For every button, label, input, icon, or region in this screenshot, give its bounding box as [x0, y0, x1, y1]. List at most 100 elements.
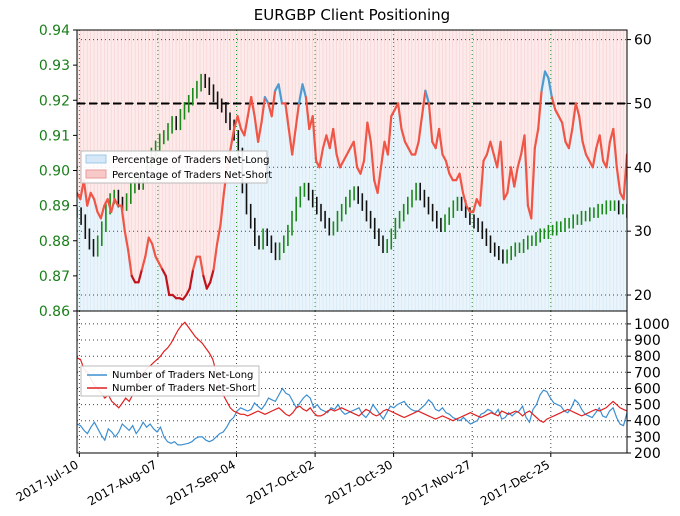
- net-short-line-segment: [461, 191, 468, 207]
- price-tick-label: 0.90: [39, 164, 70, 180]
- net-short-line-segment: [311, 115, 318, 162]
- net-short-line-segment: [379, 140, 386, 169]
- net-short-line-segment: [540, 70, 547, 92]
- count-net-long-line: [77, 387, 627, 446]
- count-tick-label: 600: [634, 381, 661, 397]
- net-short-line-segment: [485, 140, 492, 156]
- net-short-line-segment: [157, 262, 164, 271]
- net-short-line-segment: [584, 153, 591, 162]
- net-short-line-segment: [246, 95, 253, 118]
- net-short-line-segment: [291, 127, 297, 156]
- net-short-line-segment: [506, 166, 512, 194]
- net-short-line-segment: [482, 153, 488, 162]
- count-tick-label: 700: [634, 365, 661, 381]
- legend-label-net-short: Percentage of Traders Net-Short: [112, 170, 272, 181]
- net-short-line-segment: [110, 198, 116, 214]
- date-axis-ticks: 2017-Jul-10 2017-Aug-07 2017-Sep-04 2017-Oc…: [14, 453, 552, 508]
- net-short-line-segment: [260, 95, 266, 124]
- price-tick-label: 0.91: [39, 128, 70, 144]
- date-tick-label: 2017-Dec-25: [478, 457, 552, 508]
- price-tick-label: 0.93: [39, 58, 70, 74]
- net-short-line-segment: [192, 255, 198, 271]
- count-tick-label: 800: [634, 349, 661, 365]
- percent-tick-label: 60: [634, 33, 652, 49]
- percentage-series: [77, 70, 627, 301]
- net-short-line-segment: [554, 108, 560, 118]
- net-short-line-segment: [338, 159, 345, 169]
- net-long-band: [77, 71, 627, 311]
- count-tick-label: 1000: [634, 317, 670, 333]
- net-short-line-segment: [345, 147, 352, 156]
- net-short-line-segment: [530, 147, 536, 220]
- net-short-line-segment: [205, 281, 212, 290]
- percent-tick-label: 20: [634, 288, 652, 304]
- trader-count-series: [77, 321, 627, 446]
- net-short-line-segment: [106, 198, 113, 214]
- net-short-line-segment: [591, 147, 598, 169]
- net-short-line-segment: [151, 242, 157, 258]
- net-short-line-segment: [216, 223, 222, 245]
- price-axis-ticks: 0.86 0.87 0.88 0.89 0.90 0.91 0.92 0.93 0.94: [39, 23, 77, 320]
- net-short-line-segment: [161, 268, 167, 277]
- net-short-line-segment: [605, 140, 612, 169]
- net-short-line-segment: [403, 140, 410, 150]
- net-short-line-segment: [513, 166, 519, 188]
- net-short-line-segment: [233, 115, 239, 131]
- net-short-line-segment: [376, 166, 383, 194]
- net-short-line-segment: [400, 127, 407, 143]
- date-tick-label: 2017-Oct-30: [323, 457, 395, 507]
- net-short-line-segment: [219, 191, 225, 226]
- net-short-line-segment: [427, 102, 434, 143]
- net-short-line-segment: [185, 287, 191, 297]
- net-short-line-segment: [444, 159, 451, 175]
- net-short-line-segment: [284, 102, 290, 131]
- net-short-line-segment: [438, 127, 444, 156]
- net-short-line-segment: [257, 121, 263, 143]
- date-tick-label: 2017-Aug-07: [85, 457, 159, 508]
- net-short-line-segment: [567, 127, 574, 150]
- count-tick-label: 400: [634, 414, 661, 430]
- net-short-line-segment: [147, 236, 154, 245]
- net-short-line-segment: [622, 153, 627, 201]
- net-short-line-segment: [236, 115, 243, 131]
- net-short-line-segment: [188, 268, 195, 290]
- top-legend: Percentage of Traders Net-Long Percentag…: [80, 150, 272, 184]
- percent-axis-ticks: 20 30 40 50 60: [627, 33, 652, 304]
- net-short-line-segment: [571, 102, 577, 131]
- top-legend-box: [80, 150, 268, 184]
- net-position-bands: [77, 30, 627, 311]
- net-short-line-segment: [140, 255, 147, 271]
- count-net-short-line: [77, 321, 627, 424]
- net-short-line-segment: [212, 242, 219, 271]
- net-short-line-segment: [250, 95, 256, 118]
- net-short-line-segment: [386, 115, 393, 156]
- legend-label-count-short: Number of Traders Net-Short: [112, 383, 256, 394]
- net-short-line-segment: [397, 102, 403, 131]
- net-short-line-segment: [578, 115, 584, 143]
- price-tick-label: 0.87: [39, 269, 70, 285]
- net-short-line-segment: [560, 121, 567, 143]
- net-short-line-segment: [263, 95, 270, 105]
- net-short-line-segment: [537, 89, 543, 131]
- price-tick-label: 0.88: [39, 234, 70, 250]
- net-short-line-segment: [499, 140, 506, 201]
- count-tick-label: 900: [634, 333, 661, 349]
- net-short-line-segment: [369, 140, 376, 182]
- bottom-panel-frame: [76, 310, 628, 454]
- net-short-line-segment: [253, 115, 260, 143]
- legend-label-count-long: Number of Traders Net-Long: [112, 370, 253, 381]
- net-short-line-segment: [543, 70, 550, 80]
- net-short-line-segment: [127, 249, 133, 277]
- net-short-line-segment: [352, 140, 359, 169]
- net-short-line-segment: [550, 95, 557, 111]
- percent-tick-label: 40: [634, 160, 652, 176]
- net-short-line-segment: [120, 204, 126, 233]
- net-short-line-segment: [82, 179, 89, 207]
- net-short-line-segment: [297, 83, 304, 105]
- net-short-line-segment: [164, 274, 171, 297]
- count-tick-label: 200: [634, 446, 661, 462]
- legend-swatch-net-long: [85, 154, 107, 164]
- net-short-line-segment: [598, 134, 605, 162]
